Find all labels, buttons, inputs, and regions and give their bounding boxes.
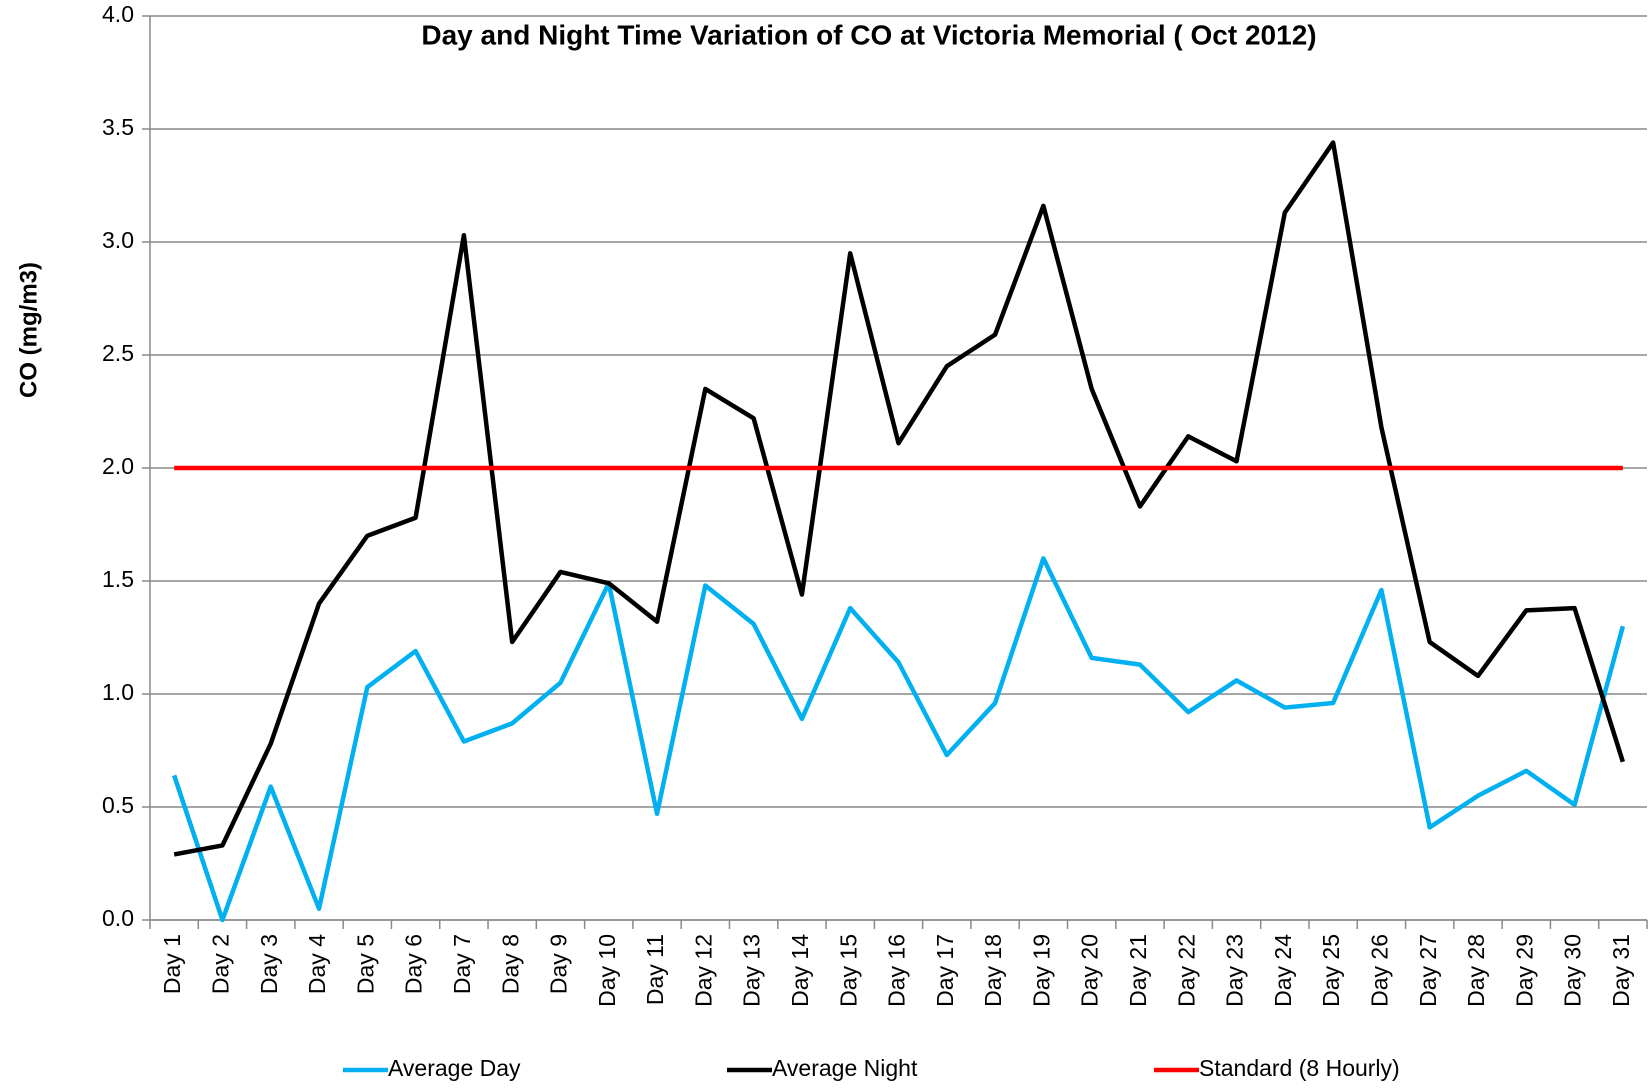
x-tick-label: Day 22 (1173, 934, 1199, 1007)
x-tick-label: Day 1 (159, 934, 185, 994)
x-tick-label: Day 21 (1125, 934, 1151, 1007)
x-tick-label: Day 17 (932, 934, 958, 1007)
y-tick-label: 2.0 (102, 453, 134, 479)
x-tick-label: Day 27 (1415, 934, 1441, 1007)
x-tick-label: Day 19 (1028, 934, 1054, 1007)
x-tick-label: Day 10 (594, 934, 620, 1007)
x-tick-label: Day 30 (1560, 934, 1586, 1007)
x-tick-label: Day 3 (256, 934, 282, 994)
x-tick-label: Day 5 (352, 934, 378, 994)
series-line (173, 140, 1625, 857)
y-tick-label: 3.0 (102, 227, 134, 253)
x-tick-label: Day 26 (1366, 934, 1392, 1007)
y-tick-label: 1.0 (102, 679, 134, 705)
x-tick-label: Day 31 (1608, 934, 1634, 1007)
legend-label: Average Night (772, 1055, 918, 1081)
x-tick-label: Day 25 (1318, 934, 1344, 1007)
y-tick-label: 4.0 (102, 1, 134, 27)
x-tick-label: Day 11 (642, 934, 668, 1005)
legend-label: Average Day (388, 1055, 521, 1081)
y-tick-label: 1.5 (102, 566, 134, 592)
x-tick-label: Day 18 (980, 934, 1006, 1007)
series-line (172, 556, 1626, 923)
legend-label: Standard (8 Hourly) (1199, 1055, 1400, 1081)
x-tick-label: Day 23 (1222, 934, 1248, 1007)
y-tick-label: 3.5 (102, 114, 134, 140)
x-tick-label: Day 15 (835, 934, 861, 1007)
x-tick-label: Day 2 (208, 934, 234, 994)
x-tick-label: Day 7 (449, 934, 475, 994)
y-axis-label: CO (mg/m3) (15, 262, 42, 398)
y-tick-label: 0.0 (102, 905, 134, 931)
x-tick-label: Day 28 (1463, 934, 1489, 1007)
x-tick-label: Day 24 (1270, 934, 1296, 1007)
x-tick-label: Day 8 (497, 934, 523, 994)
y-tick-label: 2.5 (102, 340, 134, 366)
y-tick-label: 0.5 (102, 792, 134, 818)
x-tick-label: Day 14 (787, 934, 813, 1007)
x-tick-label: Day 16 (884, 934, 910, 1007)
x-tick-label: Day 12 (690, 934, 716, 1007)
x-tick-label: Day 13 (739, 934, 765, 1007)
x-tick-label: Day 4 (304, 934, 330, 994)
chart-title: Day and Night Time Variation of CO at Vi… (421, 19, 1316, 50)
x-tick-label: Day 20 (1077, 934, 1103, 1007)
x-tick-label: Day 9 (546, 934, 572, 994)
x-tick-label: Day 29 (1511, 934, 1537, 1007)
x-tick-label: Day 6 (401, 934, 427, 994)
